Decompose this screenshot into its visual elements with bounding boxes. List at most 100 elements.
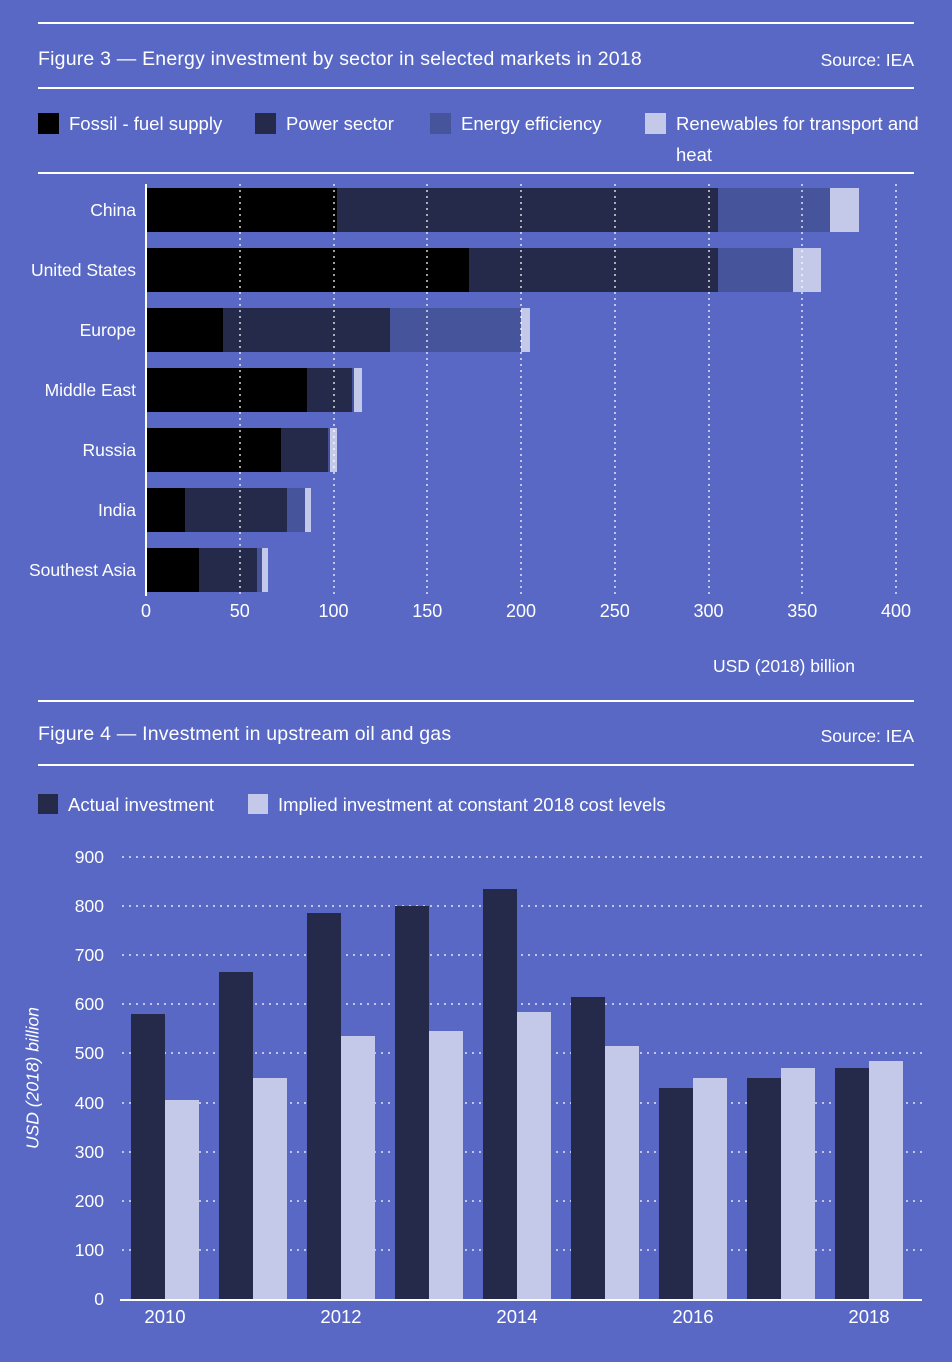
bar-segment-china-power-sector xyxy=(337,188,718,232)
bar-row-india xyxy=(146,488,311,532)
legend-label-renewables-for-transport-and-heat: Renewables for transport and heat xyxy=(676,113,919,165)
bar-segment-middle-east-energy-efficiency xyxy=(352,368,355,412)
y-tick-label-700: 700 xyxy=(74,945,104,966)
bar-segment-middle-east-power-sector xyxy=(307,368,353,412)
bar-2014-actual-investment xyxy=(483,888,517,1299)
x-tick-label-2012: 2012 xyxy=(320,1306,362,1327)
y-tick-label-900: 900 xyxy=(74,847,104,867)
legend-item-fossil-fuel-supply: Fossil - fuel supply xyxy=(38,108,222,139)
x-tick-label-0: 0 xyxy=(140,601,152,621)
gridline-x-300 xyxy=(707,184,710,596)
legend-swatch-actual-investment xyxy=(38,794,58,814)
category-label-russia: Russia xyxy=(82,440,137,460)
bar-segment-southest-asia-fossil-fuel-supply xyxy=(146,548,199,592)
bar-segment-russia-fossil-fuel-supply xyxy=(146,428,281,472)
separator-line-top xyxy=(38,22,914,24)
gridline-x-350 xyxy=(801,184,804,596)
x-tick-label-200: 200 xyxy=(505,601,537,621)
y-tick-label-200: 200 xyxy=(74,1190,104,1211)
figure4-title: Figure 4 — Investment in upstream oil an… xyxy=(38,723,452,745)
figure4-y-axis-ticks: 0 100 200 300 400 500 600 700 800 900 xyxy=(0,847,104,1309)
x-tick-label-250: 250 xyxy=(599,601,630,621)
legend-label-implied-investment-at-constant-2018-cost-levels: Implied investment at constant 2018 cost… xyxy=(278,794,666,815)
figure4-plot-area xyxy=(120,856,922,1301)
y-tick-label-600: 600 xyxy=(74,994,104,1015)
figure3-source: Source: IEA xyxy=(820,50,914,70)
y-tick-label-500: 500 xyxy=(74,1043,104,1064)
bar-segment-europe-energy-efficiency xyxy=(389,308,521,352)
figure4-x-axis-ticks: 2010 2012 2014 2016 2018 xyxy=(120,1306,922,1332)
bar-segment-india-fossil-fuel-supply xyxy=(146,488,186,532)
figure3-x-axis-ticks: 0 50 100 150 200 250 300 350 400 xyxy=(141,601,922,627)
bar-2012-actual-investment xyxy=(307,913,341,1299)
x-tick-label-150: 150 xyxy=(412,601,443,621)
figure3-plot-area xyxy=(145,184,922,596)
bar-2013-actual-investment xyxy=(395,906,429,1299)
bar-segment-europe-fossil-fuel-supply xyxy=(146,308,223,352)
y-tick-label-100: 100 xyxy=(74,1239,104,1260)
legend-item-renewables-for-transport-and-heat: Renewables for transport and heat xyxy=(645,108,926,170)
bar-segment-middle-east-renewables-for-transport-and-heat xyxy=(354,368,362,412)
x-tick-label-2014: 2014 xyxy=(496,1306,538,1327)
y-tick-label-300: 300 xyxy=(74,1141,104,1162)
legend-swatch-power-sector xyxy=(255,113,276,134)
gridline-x-200 xyxy=(520,184,522,596)
figure3-legend: Fossil - fuel supply Power sector Energy e… xyxy=(0,108,952,172)
x-tick-label-2010: 2010 xyxy=(144,1306,186,1327)
bar-segment-united-states-renewables-for-transport-and-heat xyxy=(792,248,821,292)
x-tick-label-400: 400 xyxy=(880,601,912,621)
bar-2016-implied-investment-at-constant-2018-cost-levels xyxy=(693,1078,727,1299)
gridline-x-100 xyxy=(332,184,335,596)
y-tick-label-400: 400 xyxy=(74,1092,104,1113)
legend-label-actual-investment: Actual investment xyxy=(68,794,215,815)
legend-swatch-implied-investment-at-constant-2018-cost-levels xyxy=(248,794,268,814)
bar-segment-russia-power-sector xyxy=(281,428,328,472)
separator-line-below-figure3-title xyxy=(38,87,914,89)
legend-swatch-renewables-for-transport-and-heat xyxy=(645,113,666,134)
bar-2014-implied-investment-at-constant-2018-cost-levels xyxy=(517,1011,551,1299)
bar-2017-implied-investment-at-constant-2018-cost-levels xyxy=(781,1068,815,1299)
bar-2015-implied-investment-at-constant-2018-cost-levels xyxy=(605,1046,639,1299)
y-axis-line xyxy=(145,184,147,596)
bar-segment-russia-energy-efficiency xyxy=(327,428,330,472)
bar-row-middle-east xyxy=(146,368,362,412)
x-tick-label-2016: 2016 xyxy=(672,1306,714,1327)
figure3-title: Figure 3 — Energy investment by sector i… xyxy=(38,48,642,70)
bar-row-united-states xyxy=(146,248,821,292)
bar-2010-implied-investment-at-constant-2018-cost-levels xyxy=(165,1100,199,1299)
bar-2016-actual-investment xyxy=(659,1087,693,1299)
bar-2015-actual-investment xyxy=(571,996,605,1299)
legend-item-power-sector: Power sector xyxy=(255,108,394,139)
gridline-x-250 xyxy=(613,184,616,596)
bar-row-china xyxy=(146,188,859,232)
gridline-x-400 xyxy=(895,184,897,596)
bar-2010-actual-investment xyxy=(131,1014,165,1299)
bar-2018-actual-investment xyxy=(835,1068,869,1299)
bar-2018-implied-investment-at-constant-2018-cost-levels xyxy=(869,1060,903,1299)
bar-2013-implied-investment-at-constant-2018-cost-levels xyxy=(429,1031,463,1299)
figure3-category-labels: China United States Europe Middle East Russi… xyxy=(0,184,136,596)
bar-segment-europe-power-sector xyxy=(222,308,390,352)
gridline-y-900 xyxy=(122,856,922,858)
gridline-y-700 xyxy=(122,954,922,957)
legend-item-actual-investment: Actual investment xyxy=(38,789,214,820)
bar-segment-china-fossil-fuel-supply xyxy=(146,188,338,232)
bar-segment-southest-asia-renewables-for-transport-and-heat xyxy=(262,548,268,592)
bar-segment-southest-asia-energy-efficiency xyxy=(256,548,263,592)
category-label-southest-asia: Southest Asia xyxy=(28,560,136,580)
bar-row-russia xyxy=(146,428,338,472)
x-tick-label-50: 50 xyxy=(229,601,250,621)
gridline-x-50 xyxy=(238,184,241,596)
legend-swatch-energy-efficiency xyxy=(430,113,451,134)
legend-item-energy-efficiency: Energy efficiency xyxy=(430,108,602,139)
legend-label-power-sector: Power sector xyxy=(286,113,394,134)
bar-segment-india-power-sector xyxy=(185,488,287,532)
gridline-y-800 xyxy=(122,905,922,908)
separator-line-above-figure4 xyxy=(38,700,914,702)
figure4-source: Source: IEA xyxy=(820,726,914,746)
bar-segment-india-renewables-for-transport-and-heat xyxy=(305,488,311,532)
category-label-india: India xyxy=(98,500,136,520)
figure3-axis-unit-label: USD (2018) billion xyxy=(712,656,855,676)
gridline-y-600 xyxy=(122,1003,922,1006)
